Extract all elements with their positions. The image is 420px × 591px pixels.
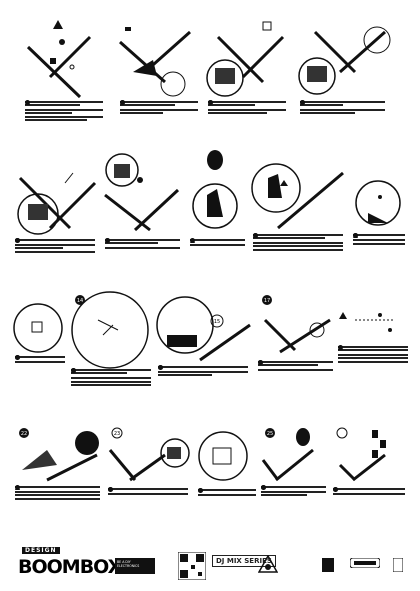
instruction-text [15,355,65,364]
qr-code-icon [178,552,206,580]
instruction-text [253,233,343,253]
brand-tagline: DESIGN [22,547,60,554]
assembly-diagram [104,153,180,232]
recycle-icon [322,558,334,572]
ce-mark-icon [393,558,403,572]
step-panel-9 [350,175,410,295]
step-number: 25 [267,431,273,437]
assembly-diagram [339,312,395,332]
assembly-diagram [119,27,191,97]
assembly-diagram: 22 [19,428,99,482]
tag-line-1: BE A DIY [117,560,131,564]
certification-badge-icon [258,555,278,573]
step-panel-4 [295,12,395,142]
instruction-text [333,487,405,496]
step-panel-1 [20,12,110,142]
assembly-diagram: 15 [156,296,251,362]
instruction-text [338,345,408,365]
step-panel-15: 15 [155,295,255,420]
instruction-text [15,485,100,502]
assembly-diagram [192,150,238,229]
step-panel-2 [115,12,205,142]
assembly-diagram [26,20,92,99]
assembly-diagram: 23 [108,427,190,482]
step-panel-8 [248,158,348,293]
step-panel-3 [203,12,293,142]
step-panel-24 [195,428,260,536]
instruction-text [25,100,103,123]
assembly-diagram [13,303,63,353]
assembly-diagram: 14 [71,291,149,369]
brand-mark-icon [350,558,380,568]
assembly-diagram [251,163,344,230]
instruction-text [353,233,405,247]
step-panel-22: 22 [12,425,102,535]
assembly-diagram [206,21,285,97]
step-panel-6 [100,150,185,285]
instruction-text [71,368,151,388]
instruction-text [15,238,95,255]
step-panel-17: 17 [255,290,335,420]
series-logo: DJ MIX SERIES [212,555,276,567]
step-number: 15 [214,319,220,325]
brand-logo: BOOMBOX [18,556,122,578]
assembly-diagram: 17 [262,295,331,354]
assembly-diagram [17,172,97,235]
instruction-text [261,485,326,497]
step-panel-14: 14 [68,290,153,420]
instruction-text [190,238,245,247]
instruction-text [158,365,248,377]
step-panel-25: 25 [258,425,328,535]
instruction-text [300,100,385,115]
instruction-text [105,238,180,250]
assembly-diagram [198,431,248,481]
step-panel-7 [185,150,250,285]
step-number: 17 [264,298,270,304]
brand-tagbox: BE A DIY ELECTRONICS [115,558,155,574]
instruction-text [208,100,286,115]
assembly-diagram [336,427,386,482]
assembly-diagram: 25 [261,428,314,482]
assembly-diagram [298,26,391,95]
step-number: 14 [77,298,83,304]
step-panel-5 [10,158,105,288]
instruction-text [108,487,188,496]
step-panel-23: 23 [105,425,195,535]
assembly-diagram [355,180,401,226]
step-panel-18 [335,290,410,420]
step-panel-26 [330,425,410,535]
tag-line-2: ELECTRONICS [117,564,140,568]
instruction-text [198,488,256,497]
step-number: 22 [21,431,27,437]
instruction-text [120,100,198,115]
step-number: 23 [114,431,120,437]
step-panel-10 [12,300,67,420]
instruction-text [258,360,333,372]
